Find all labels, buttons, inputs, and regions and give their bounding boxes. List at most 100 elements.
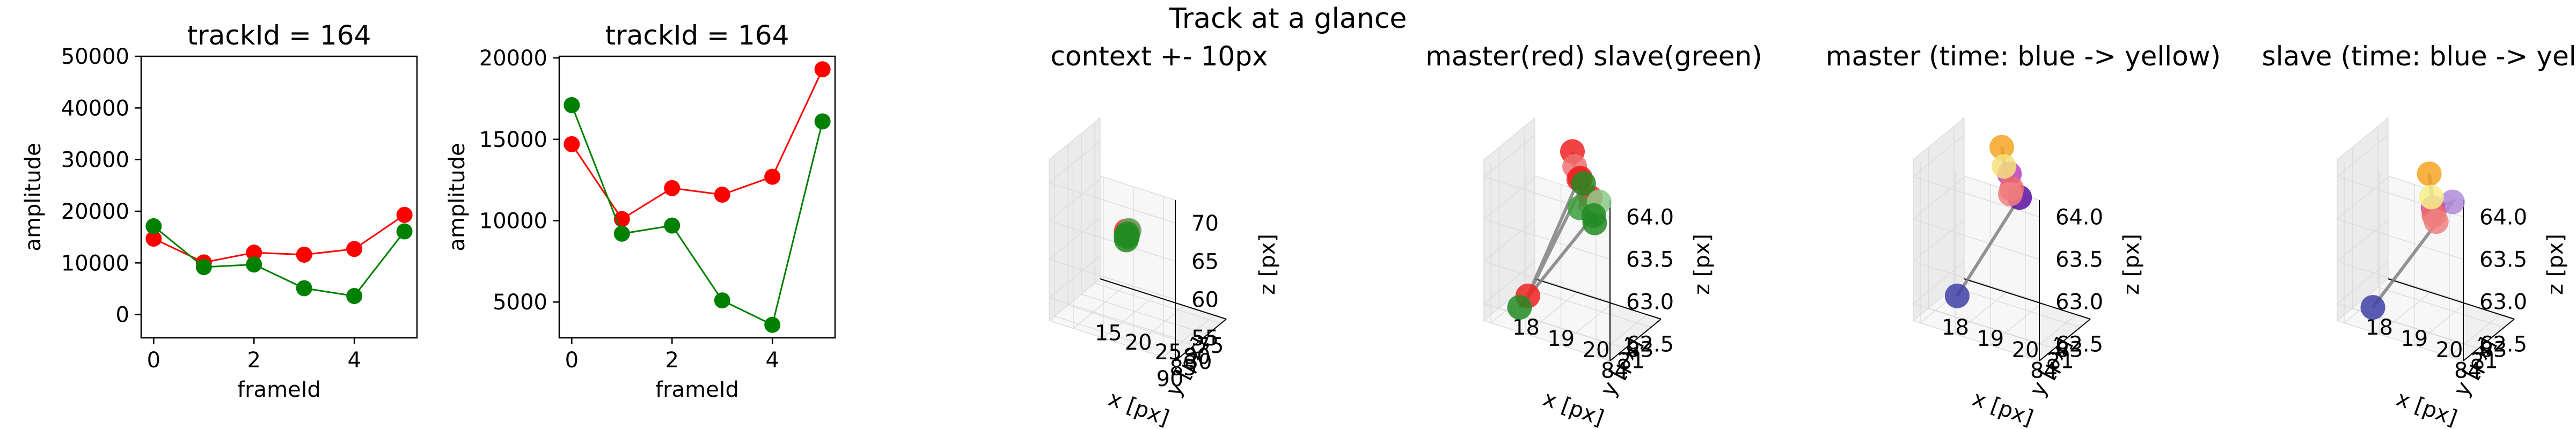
series-2-point <box>764 316 781 333</box>
back-gridline <box>1913 303 2040 345</box>
panels: trackId = 164 0 2 4 0 10000 20000 30000 40000 500… <box>21 20 2576 429</box>
back-gridline <box>1049 182 1176 224</box>
series-2-point <box>814 113 831 130</box>
y-tick-label: 19 <box>1547 327 1575 351</box>
y-tick-label: 40000 <box>61 96 129 121</box>
x-tick-label: 84 <box>1601 359 1628 383</box>
back-gridline <box>1913 176 2040 218</box>
track-point <box>1944 283 1970 308</box>
side-gridline <box>1913 261 1965 305</box>
side-wall-pane <box>2337 117 2389 322</box>
x-tick-label: 83 <box>2056 338 2083 363</box>
side-gridline <box>2337 134 2389 177</box>
x-tick-label: 75 <box>1197 334 1224 358</box>
series-1-point <box>764 168 781 185</box>
side-wall-pane <box>1483 117 1535 322</box>
z-tick-label: 63.0 <box>2479 290 2527 314</box>
series-2-point <box>396 223 413 240</box>
track-point <box>2360 295 2385 320</box>
line-panel-2: trackId = 164 0 2 4 5000 10000 15000 20000 frame… <box>445 20 836 402</box>
floor-gridline <box>1163 315 1215 358</box>
line-panel-1: trackId = 164 0 2 4 0 10000 20000 30000 40000 500… <box>21 20 418 402</box>
y-tick-label: 18 <box>2366 315 2393 340</box>
y-tick-label: 20 <box>2012 338 2039 363</box>
x-axis-line <box>2388 278 2515 320</box>
track-point <box>2419 184 2444 210</box>
side-gridline <box>1483 261 1535 305</box>
track-point <box>1507 295 1532 320</box>
back-gridline <box>1049 297 1176 338</box>
series-2-point <box>714 292 730 309</box>
floor-gridline <box>2414 303 2466 346</box>
y-axis-line <box>2039 319 2091 361</box>
x-axis-label: frameId <box>655 378 739 402</box>
side-gridline <box>2337 219 2389 262</box>
z-tick-label: 64.0 <box>2479 205 2527 230</box>
back-gridline <box>1049 258 1176 300</box>
floor-gridline <box>2377 286 2505 328</box>
z-axis-label: z [px] <box>1690 234 1715 295</box>
back-gridline <box>2337 218 2464 260</box>
back-gridline <box>1913 261 2040 302</box>
x-tick-label: 83 <box>2480 338 2507 363</box>
floor-gridline <box>1596 314 1648 357</box>
plot-frame <box>140 55 418 339</box>
y-tick-label: 10000 <box>479 209 547 234</box>
x-axis-label: frameId <box>237 378 321 402</box>
panel-title: context +- 10px <box>1050 41 1268 72</box>
z-tick-label: 63.5 <box>2055 248 2103 272</box>
side-gridline <box>1913 134 1965 177</box>
y-axis-label: amplitude <box>21 143 46 251</box>
track-point <box>2440 189 2465 214</box>
floor-gridline <box>1524 286 1651 328</box>
y-tick-label: 18 <box>1512 315 1540 340</box>
series-1-point <box>346 241 363 257</box>
y-tick-label: 19 <box>1977 327 2004 351</box>
floor-gridline <box>1525 292 1577 335</box>
y-axis-line <box>1175 319 1227 361</box>
x-tick-label: 90 <box>1157 367 1184 391</box>
back-gridline <box>1483 218 1611 260</box>
z-tick-label: 60 <box>1191 288 1219 313</box>
figure-suptitle: Track at a glance <box>1169 3 1407 35</box>
x-axis-line <box>1100 278 1227 320</box>
track-point <box>1115 224 1140 249</box>
series-2-point <box>195 259 212 276</box>
floor-gridline <box>1928 307 2055 349</box>
panel-title: master (time: blue -> yellow) <box>1826 41 2221 72</box>
x-tick-label: 0 <box>147 348 160 373</box>
series-1-point <box>296 246 312 263</box>
y-axis-line <box>1609 319 1662 361</box>
y-tick-label: 20000 <box>61 199 129 224</box>
y-tick-label: 15000 <box>479 128 547 152</box>
z-axis-label: z [px] <box>2119 234 2144 295</box>
series-2-point <box>296 280 312 297</box>
x-tick-label: 0 <box>565 348 579 373</box>
track-point <box>1571 171 1596 196</box>
floor-gridline <box>2379 292 2431 335</box>
side-gridline <box>1483 219 1535 262</box>
series-1-point <box>664 180 680 196</box>
y-tick-label: 18 <box>1942 315 1969 340</box>
track-point <box>1989 135 2015 160</box>
x-tick-label: 2 <box>665 348 679 373</box>
z-tick-label: 64.0 <box>2055 205 2103 230</box>
z-tick-label: 65 <box>1191 249 1219 274</box>
z-tick-label: 70 <box>1191 211 1219 236</box>
z-tick-label: 63.5 <box>1626 248 1674 272</box>
z-tick-label: 64.0 <box>1626 205 1674 230</box>
x-axis-line <box>1964 278 2091 320</box>
side-gridline <box>1049 217 1101 260</box>
y-tick-label: 19 <box>2401 327 2428 351</box>
series-1-point <box>714 186 730 203</box>
y-tick-label: 20 <box>1125 330 1152 355</box>
x-tick-label: 84 <box>2454 359 2482 383</box>
track-point <box>1998 181 2023 206</box>
side-gridline <box>2337 261 2389 305</box>
floor-gridline <box>1955 292 2007 335</box>
z-axis-label: z [px] <box>1255 234 1280 295</box>
y-tick-label: 25 <box>1155 340 1182 365</box>
x-tick-label: 4 <box>765 348 779 373</box>
